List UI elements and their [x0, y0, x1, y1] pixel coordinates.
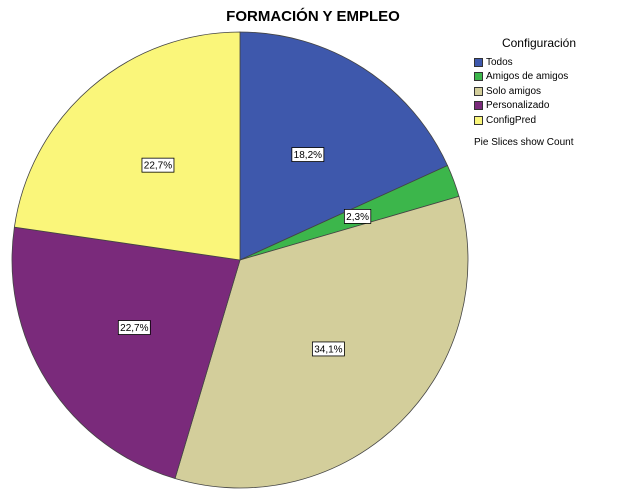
slice-label-3: 22,7% [117, 320, 151, 335]
legend-item-1: Amigos de amigos [474, 70, 624, 85]
legend-swatch-1 [474, 72, 483, 82]
pie-slice-0 [239, 31, 449, 261]
legend-swatch-4 [474, 115, 483, 125]
slice-label-text-4: 22,7% [144, 161, 172, 172]
pie-slice-3 [11, 226, 241, 480]
legend-item-2: Solo amigos [474, 84, 624, 99]
slice-label-box-3 [117, 320, 151, 335]
slice-label-0: 18,2% [291, 147, 325, 162]
slice-label-text-2: 34,1% [314, 344, 342, 355]
legend-swatch-2 [474, 86, 483, 96]
legend-label-2: Solo amigos [486, 85, 542, 97]
slice-label-text-0: 18,2% [294, 150, 322, 161]
legend-label-1: Amigos de amigos [486, 71, 569, 83]
slice-label-text-1: 2,3% [346, 212, 369, 223]
slice-label-box-4 [141, 157, 175, 173]
legend-item-4: ConfigPred [474, 113, 624, 128]
slice-label-text-3: 22,7% [120, 323, 148, 334]
slice-label-4: 22,7% [141, 157, 175, 173]
slice-label-box-1 [343, 209, 372, 224]
chart-title: FORMACIÓN Y EMPLEO [226, 8, 400, 25]
pie-slice-4 [13, 31, 241, 261]
slice-label-box-2 [311, 341, 345, 357]
legend-label-4: ConfigPred [486, 114, 537, 126]
legend-label-3: Personalizado [486, 100, 550, 112]
legend-swatch-0 [474, 57, 483, 67]
legend-note: Pie Slices show Count [474, 136, 574, 148]
legend-swatch-3 [474, 101, 483, 111]
legend-item-3: Personalizado [474, 99, 624, 114]
legend-label-0: Todos [486, 56, 513, 68]
slice-label-2: 34,1% [311, 341, 345, 357]
legend-item-0: Todos [474, 55, 624, 70]
slice-label-box-0 [291, 147, 325, 162]
slice-label-1: 2,3% [343, 209, 372, 224]
legend: Configuración Todos Amigos de amigos Solo … [474, 36, 624, 148]
legend-title: Configuración [501, 36, 577, 50]
